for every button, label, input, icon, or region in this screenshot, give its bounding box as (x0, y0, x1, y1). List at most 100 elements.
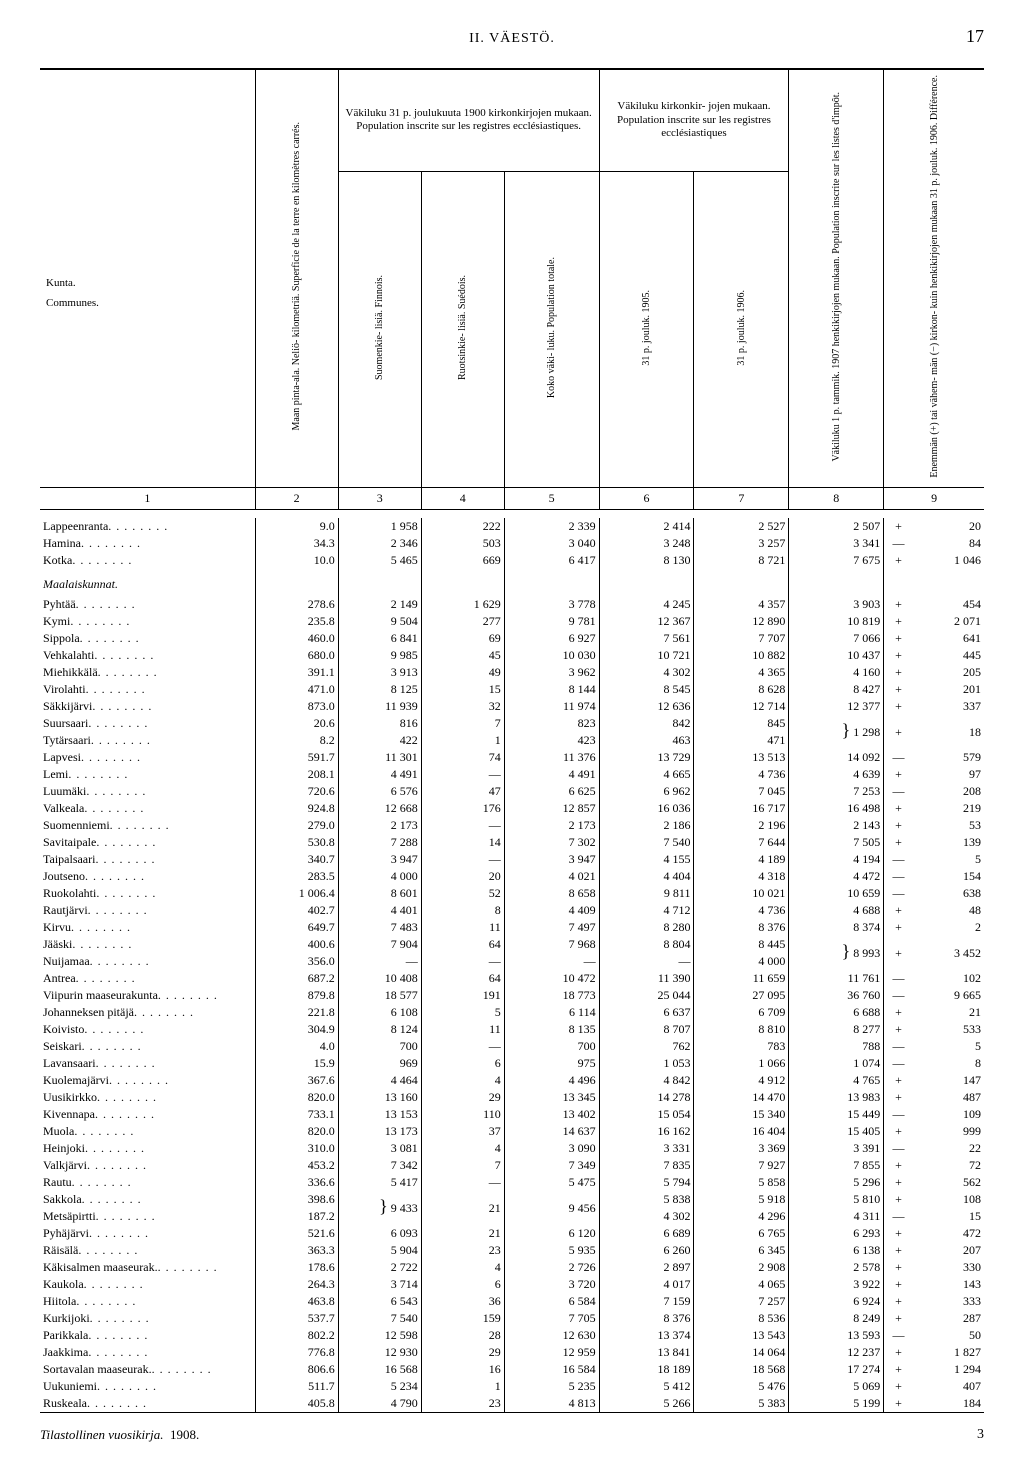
diff-sign: + (884, 919, 913, 936)
diff-sign: — (884, 1038, 913, 1055)
cell: 405.8 (255, 1395, 338, 1413)
table-row: Muola820.013 1733714 63716 16216 40415 4… (40, 1123, 984, 1140)
row-name: Lapvesi (40, 749, 255, 766)
diff-sign: + (884, 1344, 913, 1361)
cell: 7 927 (694, 1157, 789, 1174)
cell: 16 036 (599, 800, 694, 817)
row-name: Virolahti (40, 681, 255, 698)
row-name: Valkjärvi (40, 1157, 255, 1174)
diff-value: 8 (913, 1055, 984, 1072)
diff-sign: + (884, 817, 913, 834)
diff-sign: — (884, 885, 913, 902)
cell: 4 000 (694, 953, 789, 970)
table-row: Kaukola264.33 71463 7204 0174 0653 922+1… (40, 1276, 984, 1293)
cell: 340.7 (255, 851, 338, 868)
diff-value: 139 (913, 834, 984, 851)
cell: 10 659 (789, 885, 884, 902)
diff-sign: + (884, 1395, 913, 1413)
row-name: Parikkala (40, 1327, 255, 1344)
cell: 15 340 (694, 1106, 789, 1123)
cell: 13 983 (789, 1089, 884, 1106)
cell: 845 (694, 715, 789, 732)
cell: 762 (599, 1038, 694, 1055)
diff-value: 72 (913, 1157, 984, 1174)
table-row: Räisälä363.35 904235 9356 2606 3456 138+… (40, 1242, 984, 1259)
diff-sign: — (884, 749, 913, 766)
diff-sign: + (884, 1259, 913, 1276)
cell: 1 053 (599, 1055, 694, 1072)
cell: 7 045 (694, 783, 789, 800)
cell: 4.0 (255, 1038, 338, 1055)
cell: 10 472 (504, 970, 599, 987)
cell: 8 376 (599, 1310, 694, 1327)
cell: 23 (421, 1242, 504, 1259)
row-name: Sippola (40, 630, 255, 647)
cell: 4 491 (504, 766, 599, 783)
cell: 16 584 (504, 1361, 599, 1378)
cell: 423 (504, 732, 599, 749)
cell: — (421, 953, 504, 970)
row-name: Savitaipale (40, 834, 255, 851)
diff-sign: + (884, 552, 913, 569)
cell: 69 (421, 630, 504, 647)
cell: 6 688 (789, 1004, 884, 1021)
cell: 2 726 (504, 1259, 599, 1276)
cell: 5 858 (694, 1174, 789, 1191)
cell: 6 108 (338, 1004, 421, 1021)
cell: 10 819 (789, 613, 884, 630)
cell: 7 540 (338, 1310, 421, 1327)
table-row: Hiitola463.86 543366 5847 1597 2576 924+… (40, 1293, 984, 1310)
table-row: Käkisalmen maaseurak.178.62 72242 7262 8… (40, 1259, 984, 1276)
cell: 12 668 (338, 800, 421, 817)
table-row: Koivisto304.98 124118 1358 7078 8108 277… (40, 1021, 984, 1038)
cell: 4 401 (338, 902, 421, 919)
row-name: Hiitola (40, 1293, 255, 1310)
cell: 3 090 (504, 1140, 599, 1157)
row-name: Jaakkima (40, 1344, 255, 1361)
row-name: Antrea (40, 970, 255, 987)
cell: 16 162 (599, 1123, 694, 1140)
cell: 11 939 (338, 698, 421, 715)
table-row: Valkeala924.812 66817612 85716 03616 717… (40, 800, 984, 817)
cell: 187.2 (255, 1208, 338, 1225)
cell: 398.6 (255, 1191, 338, 1208)
cell: 4 245 (599, 596, 694, 613)
diff-sign: + (884, 596, 913, 613)
cell: 8 804 (599, 936, 694, 953)
cell: 7 705 (504, 1310, 599, 1327)
table-row: Jaakkima776.812 9302912 95913 84114 0641… (40, 1344, 984, 1361)
cell: 4 160 (789, 664, 884, 681)
cell: 2 173 (504, 817, 599, 834)
cell: 5 465 (338, 552, 421, 569)
cell: } 1 298 (789, 715, 884, 749)
cell: 2 149 (338, 596, 421, 613)
cell: 687.2 (255, 970, 338, 987)
cell: 5 069 (789, 1378, 884, 1395)
row-name: Rautu (40, 1174, 255, 1191)
cell: 191 (421, 987, 504, 1004)
table-row: Lapvesi591.711 3017411 37613 72913 51314… (40, 749, 984, 766)
cell: 21 (421, 1191, 504, 1225)
cell: 4 404 (599, 868, 694, 885)
cell: 14 092 (789, 749, 884, 766)
cell: 12 598 (338, 1327, 421, 1344)
diff-value: 84 (913, 535, 984, 552)
cell: 463.8 (255, 1293, 338, 1310)
cell: 5 (421, 1004, 504, 1021)
col-num: 9 (884, 488, 984, 510)
diff-sign: — (884, 1327, 913, 1344)
diff-value: 22 (913, 1140, 984, 1157)
diff-sign: + (884, 518, 913, 535)
cell: 1 (421, 1378, 504, 1395)
cell: 3 778 (504, 596, 599, 613)
cell: 15 405 (789, 1123, 884, 1140)
diff-value: 641 (913, 630, 984, 647)
diff-value: 472 (913, 1225, 984, 1242)
table-row: Säkkijärvi873.011 9393211 97412 63612 71… (40, 698, 984, 715)
population-table: Kunta. Communes. Maan pinta-ala. Neliö- … (40, 68, 984, 1413)
diff-sign: — (884, 535, 913, 552)
row-name: Luumäki (40, 783, 255, 800)
table-row: Miehikkälä391.13 913493 9624 3024 3654 1… (40, 664, 984, 681)
cell: 6 765 (694, 1225, 789, 1242)
cell: 8 658 (504, 885, 599, 902)
